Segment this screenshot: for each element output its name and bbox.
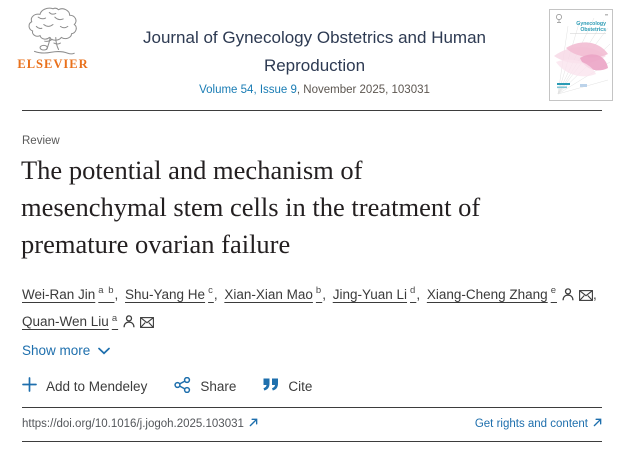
cover-title-line2: Obstetrics	[580, 27, 606, 33]
quote-icon	[263, 378, 279, 394]
show-more-label: Show more	[22, 343, 91, 358]
plus-icon	[22, 377, 37, 395]
author-name: Shu-Yang He	[125, 286, 206, 302]
journal-header: Journal of Gynecology Obstetrics and Hum…	[97, 24, 532, 80]
author-name: Jing-Yuan Li	[332, 286, 408, 302]
share-button[interactable]: Share	[174, 376, 237, 396]
author-separator: ,	[322, 286, 330, 302]
add-to-mendeley-button[interactable]: Add to Mendeley	[22, 377, 147, 395]
author-affiliation: c	[208, 285, 214, 296]
show-more-button[interactable]: Show more	[22, 343, 111, 358]
external-link-icon	[593, 418, 602, 430]
doi-link[interactable]: https://doi.org/10.1016/j.jogoh.2025.103…	[22, 418, 258, 430]
content-type-label: Review	[22, 135, 60, 147]
cite-button[interactable]: Cite	[263, 378, 312, 394]
author-profile-icon[interactable]	[123, 315, 135, 331]
cover-title-line1: Gynecology	[576, 21, 606, 27]
author-list: Wei-Ran Jin a b, Shu-Yang He c, Xian-Xian …	[22, 280, 610, 335]
author-affiliation: e	[550, 285, 557, 296]
elsevier-wordmark: ELSEVIER	[17, 57, 89, 71]
journal-cover-thumbnail[interactable]: Gynecology Obstetrics	[549, 9, 613, 101]
author-link[interactable]: Jing-Yuan Li d	[332, 285, 417, 302]
cover-mini-logo	[556, 14, 562, 23]
author-link[interactable]: Wei-Ran Jin a b	[22, 285, 115, 302]
get-rights-label: Get rights and content	[474, 418, 588, 430]
author-link[interactable]: Xian-Xian Mao b	[224, 285, 323, 302]
author-affiliation: b	[315, 285, 323, 296]
volume-issue-line: Volume 54, Issue 9, November 2025, 10303…	[97, 84, 532, 96]
author-affiliation: a b	[98, 285, 115, 296]
author-name: Xian-Xian Mao	[224, 286, 313, 302]
author-separator: ,	[416, 286, 424, 302]
author-name: Wei-Ran Jin	[22, 286, 96, 302]
author-separator: ,	[592, 286, 597, 302]
issue-date-text: , November 2025, 103031	[296, 84, 430, 96]
corresponding-author-email-icon[interactable]	[579, 289, 593, 304]
corresponding-author-email-icon[interactable]	[140, 316, 155, 331]
get-rights-link[interactable]: Get rights and content	[475, 418, 602, 430]
footer-row: https://doi.org/10.1016/j.jogoh.2025.103…	[22, 413, 602, 435]
elsevier-logo[interactable]: ELSEVIER	[14, 6, 92, 72]
share-label: Share	[200, 378, 237, 394]
add-to-mendeley-label: Add to Mendeley	[46, 378, 148, 394]
article-toolbar: Add to Mendeley Share Cite	[22, 375, 312, 397]
journal-title-link[interactable]: Journal of Gynecology Obstetrics and Hum…	[142, 28, 486, 75]
external-link-icon	[249, 418, 258, 430]
header-divider	[22, 110, 602, 111]
footer-top-divider	[22, 407, 602, 408]
volume-issue-link[interactable]: Volume 54, Issue 9	[199, 84, 297, 96]
author-profile-icon[interactable]	[562, 287, 574, 304]
chevron-down-icon	[98, 343, 111, 358]
author-separator: ,	[114, 286, 123, 302]
cite-label: Cite	[288, 378, 313, 394]
doi-text: https://doi.org/10.1016/j.jogoh.2025.103…	[22, 418, 244, 430]
elsevier-tree-icon	[14, 6, 92, 56]
author-separator: ,	[213, 286, 222, 302]
author-link[interactable]: Xiang-Cheng Zhang e	[426, 285, 557, 302]
author-name: Quan-Wen Liu	[22, 314, 109, 329]
footer-bottom-divider	[22, 441, 602, 442]
author-link[interactable]: Quan-Wen Liu a	[22, 312, 119, 330]
author-affiliation: a	[111, 312, 119, 324]
article-title: The potential and mechanism of mesenchym…	[21, 155, 481, 259]
share-icon	[174, 376, 191, 396]
author-link[interactable]: Shu-Yang He c	[125, 285, 214, 302]
author-affiliation: d	[410, 285, 417, 296]
author-name: Xiang-Cheng Zhang	[426, 286, 548, 302]
